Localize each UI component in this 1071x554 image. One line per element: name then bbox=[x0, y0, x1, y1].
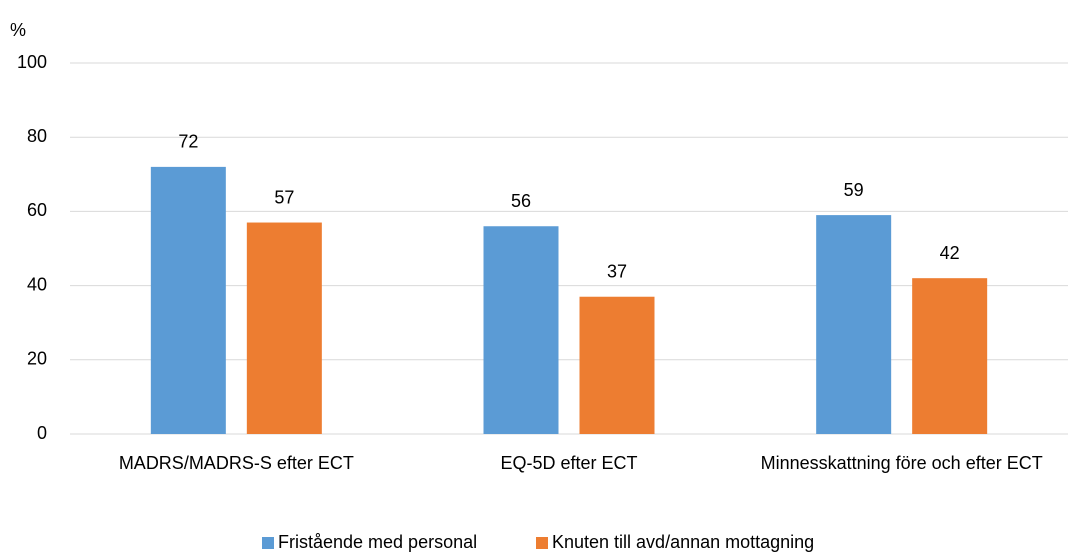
data-label: 72 bbox=[178, 132, 198, 152]
bar bbox=[912, 278, 988, 434]
legend-swatch bbox=[262, 536, 274, 549]
bar bbox=[816, 215, 892, 434]
data-label: 56 bbox=[511, 191, 531, 211]
data-label: 59 bbox=[844, 180, 864, 200]
y-tick-label: 100 bbox=[17, 52, 47, 72]
y-axis-label: % bbox=[10, 20, 26, 40]
legend-label: Knuten till avd/annan mottagning bbox=[552, 532, 815, 552]
legend-item: Fristående med personal bbox=[262, 532, 477, 553]
legend-label: Fristående med personal bbox=[278, 532, 478, 552]
x-tick-label: EQ-5D efter ECT bbox=[500, 453, 638, 473]
y-tick-label: 40 bbox=[27, 274, 47, 294]
bar bbox=[150, 166, 226, 434]
y-tick-label: 60 bbox=[27, 200, 47, 220]
data-label: 37 bbox=[607, 261, 627, 281]
bar bbox=[579, 296, 655, 434]
legend-item: Knuten till avd/annan mottagning bbox=[536, 532, 814, 553]
y-tick-label: 0 bbox=[37, 423, 47, 443]
y-tick-label: 80 bbox=[27, 126, 47, 146]
data-label: 57 bbox=[274, 187, 294, 207]
y-tick-label: 20 bbox=[27, 349, 47, 369]
x-tick-label: MADRS/MADRS-S efter ECT bbox=[118, 453, 354, 473]
bar bbox=[483, 226, 559, 434]
data-label: 42 bbox=[940, 243, 960, 263]
legend-swatch bbox=[536, 536, 548, 549]
x-tick-label: Minnesskattning före och efter ECT bbox=[760, 453, 1043, 473]
bar bbox=[246, 222, 322, 434]
